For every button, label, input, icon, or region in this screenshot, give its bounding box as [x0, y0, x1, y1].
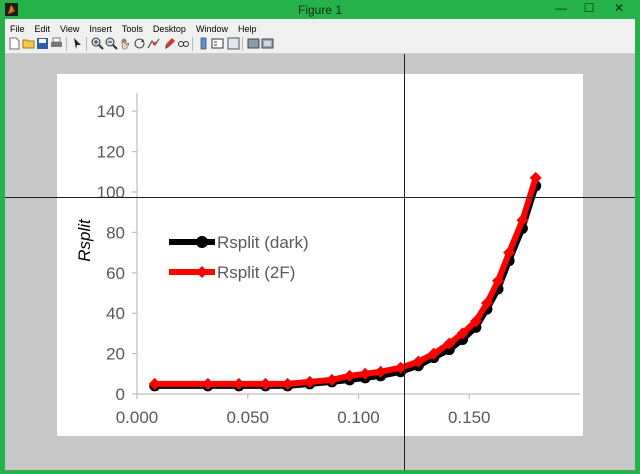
dock-plot-tools-icon[interactable] [261, 37, 274, 50]
y-tick-label: 20 [106, 345, 125, 364]
menu-edit[interactable]: Edit [30, 21, 56, 34]
menu-help[interactable]: Help [233, 21, 262, 34]
zoom-out-icon[interactable] [105, 37, 118, 50]
series-line-2f [155, 178, 536, 384]
legend-label: Rsplit (2F) [217, 263, 295, 282]
title-bar[interactable]: Figure 1 — ☐ ✕ [0, 0, 640, 19]
open-file-icon[interactable] [22, 37, 35, 50]
legend-label: Rsplit (dark) [217, 233, 309, 252]
series-line-dark [155, 186, 536, 386]
y-tick-label: 40 [106, 304, 125, 323]
legend-icon[interactable] [211, 37, 224, 50]
colorbar-icon[interactable] [197, 37, 210, 50]
window-title: Figure 1 [0, 3, 640, 17]
y-tick-label: 100 [97, 183, 125, 202]
y-tick-label: 120 [97, 143, 125, 162]
menu-view[interactable]: View [55, 21, 84, 34]
brush-icon[interactable] [163, 37, 176, 50]
pan-hand-icon[interactable] [119, 37, 132, 50]
rotate-3d-icon[interactable] [133, 37, 146, 50]
menu-window[interactable]: Window [191, 21, 233, 34]
x-tick-label: 0.050 [226, 408, 269, 427]
y-tick-label: 60 [106, 264, 125, 283]
x-tick-label: 0.100 [337, 408, 380, 427]
menu-bar: File Edit View Insert Tools Desktop Window Help [5, 19, 635, 35]
data-cursor-icon[interactable] [147, 37, 160, 50]
zoom-in-icon[interactable] [91, 37, 104, 50]
close-button[interactable]: ✕ [606, 0, 632, 17]
menu-insert[interactable]: Insert [84, 21, 117, 34]
menu-desktop[interactable]: Desktop [148, 21, 191, 34]
edit-plot-icon[interactable] [71, 37, 84, 50]
minimize-button[interactable]: — [548, 0, 574, 17]
x-tick-label: 0.000 [116, 408, 159, 427]
menu-file[interactable]: File [5, 21, 30, 34]
maximize-button[interactable]: ☐ [576, 0, 602, 17]
legend-marker [196, 266, 208, 278]
menu-tools[interactable]: Tools [117, 21, 148, 34]
y-tick-label: 0 [116, 385, 125, 404]
hide-plot-tools-icon[interactable] [227, 37, 240, 50]
figure-toolbar [5, 35, 635, 54]
x-tick-label: 0.150 [448, 408, 491, 427]
rsplit-chart[interactable]: 0 20 40 60 80 100 120 140 0.000 0.050 0.100 0.150 Rs… [57, 74, 583, 436]
plot-area[interactable]: 0 20 40 60 80 100 120 140 0.000 0.050 0.100 0.150 Rs… [57, 74, 583, 436]
y-axis-label: Rsplit [75, 218, 94, 262]
print-figure-icon[interactable] [50, 37, 63, 50]
crosshair-vertical [404, 54, 405, 470]
link-icon[interactable] [177, 37, 190, 50]
y-tick-label: 80 [106, 223, 125, 242]
crosshair-horizontal [5, 197, 635, 198]
save-figure-icon[interactable] [36, 37, 49, 50]
new-figure-icon[interactable] [8, 37, 21, 50]
legend-marker [196, 236, 208, 248]
show-plot-tools-icon[interactable] [247, 37, 260, 50]
y-tick-label: 140 [97, 102, 125, 121]
